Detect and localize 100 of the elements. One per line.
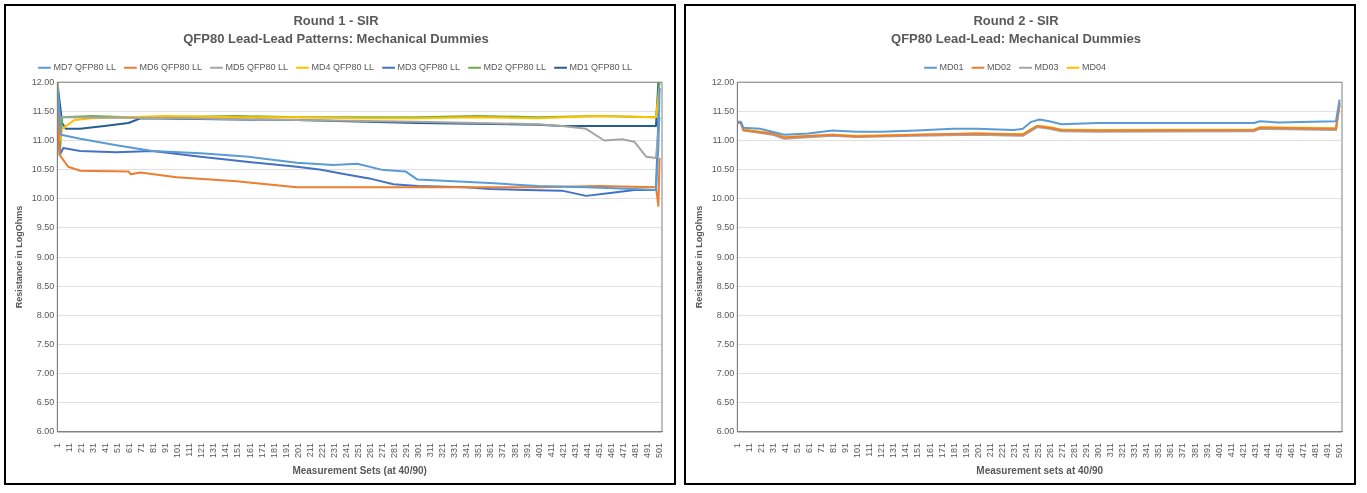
y-tick-label: 6.50 (36, 397, 55, 408)
x-tick-label: 501 (654, 442, 665, 459)
y-tick-label: 11.00 (32, 134, 55, 145)
legend-label: MD7 QFP80 LL (53, 62, 116, 73)
y-tick-label: 7.00 (716, 368, 735, 379)
y-tick-label: 10.50 (31, 164, 55, 175)
x-tick-label: 201 (292, 442, 303, 459)
y-tick-label: 8.00 (36, 309, 55, 320)
legend-label: MD04 (1082, 62, 1107, 73)
x-tick-label: 441 (1261, 442, 1272, 459)
x-tick-label: 171 (256, 442, 267, 459)
x-tick-label: 101 (172, 442, 183, 459)
x-tick-label: 1 (51, 442, 62, 448)
legend-label: MD02 (986, 62, 1012, 73)
y-tick-label: 8.00 (716, 309, 735, 320)
x-tick-label: 221 (996, 442, 1007, 459)
x-tick-label: 411 (1225, 442, 1236, 458)
x-tick-label: 311 (1105, 442, 1116, 458)
x-tick-label: 21 (75, 442, 86, 453)
x-tick-label: 281 (389, 442, 400, 459)
x-tick-label: 481 (1309, 442, 1320, 459)
y-tick-label: 9.50 (36, 222, 55, 233)
x-tick-label: 261 (1044, 442, 1055, 459)
x-tick-label: 491 (1322, 442, 1333, 459)
x-tick-label: 201 (972, 442, 983, 459)
x-tick-label: 451 (1273, 442, 1284, 459)
y-tick-label: 10.00 (31, 193, 55, 204)
x-tick-label: 181 (948, 442, 959, 459)
x-tick-label: 71 (816, 442, 827, 453)
y-tick-label: 11.50 (712, 105, 735, 116)
y-tick-label: 10.00 (711, 193, 735, 204)
y-tick-label: 7.00 (36, 368, 55, 379)
x-tick-label: 61 (804, 442, 815, 453)
x-tick-label: 21 (755, 442, 766, 453)
y-tick-label: 8.50 (36, 280, 55, 291)
legend-label: MD5 QFP80 LL (225, 62, 288, 73)
x-tick-label: 1 (731, 442, 742, 448)
legend-label: MD03 (1034, 62, 1059, 73)
x-tick-label: 431 (1249, 442, 1260, 459)
x-tick-label: 361 (1165, 442, 1176, 459)
x-tick-label: 261 (364, 442, 375, 459)
x-tick-label: 251 (1032, 442, 1043, 459)
x-tick-label: 31 (767, 442, 778, 453)
x-tick-label: 241 (1020, 442, 1031, 459)
x-tick-label: 331 (1129, 442, 1140, 459)
x-tick-label: 121 (876, 442, 887, 459)
x-tick-label: 481 (629, 442, 640, 459)
x-tick-label: 291 (1081, 442, 1092, 459)
x-tick-label: 471 (617, 442, 628, 459)
x-tick-label: 141 (900, 442, 911, 459)
y-axis-title: Resistance in LogOhms (13, 205, 24, 309)
x-tick-label: 431 (569, 442, 580, 459)
y-tick-label: 11.00 (712, 134, 735, 145)
y-tick-label: 10.50 (711, 164, 735, 175)
x-tick-label: 381 (1189, 442, 1200, 459)
x-tick-label: 401 (533, 442, 544, 459)
x-tick-label: 111 (184, 442, 195, 457)
x-tick-label: 381 (509, 442, 520, 459)
x-tick-label: 91 (840, 442, 851, 453)
x-tick-label: 371 (497, 442, 508, 459)
x-tick-label: 51 (792, 442, 803, 453)
x-tick-label: 451 (593, 442, 604, 459)
x-tick-label: 461 (1285, 442, 1296, 459)
x-tick-label: 161 (924, 442, 935, 459)
y-tick-label: 9.50 (716, 222, 735, 233)
y-tick-label: 11.50 (32, 105, 55, 116)
x-tick-label: 51 (112, 442, 123, 453)
chart-subtitle: QFP80 Lead-Lead Patterns: Mechanical Dummies (183, 30, 489, 46)
x-tick-label: 11 (63, 442, 74, 453)
x-tick-label: 341 (461, 442, 472, 459)
chart-subtitle: QFP80 Lead-Lead: Mechanical Dummies (891, 30, 1141, 46)
chart-title: Round 2 - SIR (973, 13, 1060, 29)
x-tick-label: 471 (1297, 442, 1308, 459)
chart-title: Round 1 - SIR (293, 13, 380, 29)
x-tick-label: 91 (160, 442, 171, 453)
x-tick-label: 41 (779, 442, 790, 453)
x-tick-label: 71 (136, 442, 147, 453)
y-tick-label: 6.00 (36, 426, 55, 437)
x-tick-label: 191 (960, 442, 971, 459)
x-tick-label: 351 (1153, 442, 1164, 459)
x-tick-label: 181 (268, 442, 279, 459)
x-tick-label: 211 (984, 442, 995, 458)
x-tick-label: 321 (437, 442, 448, 459)
x-tick-label: 221 (316, 442, 327, 459)
y-axis-title: Resistance in LogOhms (693, 205, 704, 309)
y-tick-label: 9.00 (36, 251, 55, 262)
x-tick-label: 441 (581, 442, 592, 459)
x-tick-label: 421 (1237, 442, 1248, 459)
x-tick-label: 81 (828, 442, 839, 453)
x-tick-label: 321 (1117, 442, 1128, 459)
x-axis-title: Measurement sets at 40/90 (976, 464, 1104, 476)
y-tick-label: 12.00 (31, 76, 55, 87)
x-tick-label: 191 (280, 442, 291, 459)
x-tick-label: 141 (220, 442, 231, 459)
legend-label: MD4 QFP80 LL (311, 62, 375, 73)
x-tick-label: 171 (936, 442, 947, 459)
x-tick-label: 301 (413, 442, 424, 459)
x-tick-label: 271 (377, 442, 388, 459)
y-tick-label: 8.50 (716, 280, 735, 291)
x-tick-label: 391 (1201, 442, 1212, 459)
